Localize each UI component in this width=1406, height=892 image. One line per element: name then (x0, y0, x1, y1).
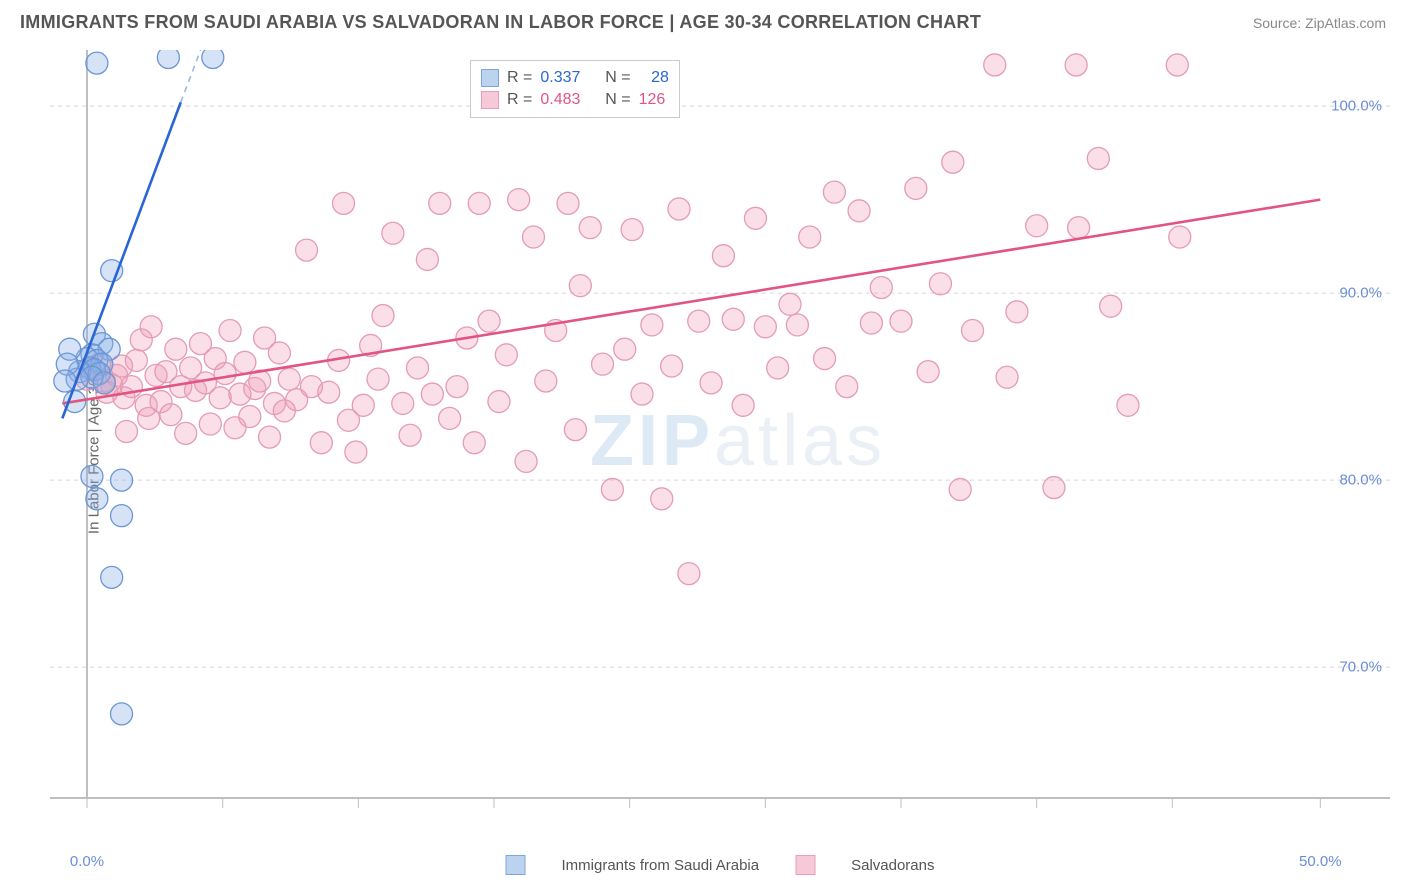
stat-r-label-2: R = (507, 89, 532, 111)
stat-n-label-2: N = (605, 89, 630, 111)
swatch-saudi (481, 69, 499, 87)
source-label: Source: ZipAtlas.com (1253, 15, 1386, 31)
chart-title: IMMIGRANTS FROM SAUDI ARABIA VS SALVADOR… (20, 12, 981, 33)
y-tick-label: 90.0% (1339, 285, 1382, 302)
legend: Immigrants from Saudi Arabia Salvadorans (506, 855, 935, 875)
stat-n-label: N = (605, 67, 630, 89)
legend-label-salv: Salvadorans (851, 857, 934, 874)
stat-r-salv: 0.483 (540, 89, 580, 111)
legend-label-saudi: Immigrants from Saudi Arabia (562, 857, 760, 874)
correlation-stats-box: R = 0.337 N = 28 R = 0.483 N = 126 (470, 60, 680, 118)
stat-n-salv: 126 (639, 89, 666, 111)
x-tick-label: 50.0% (1299, 853, 1342, 870)
stat-n-saudi: 28 (651, 67, 669, 89)
stat-row-salv: R = 0.483 N = 126 (481, 89, 669, 111)
y-tick-label: 100.0% (1331, 98, 1382, 115)
y-tick-label: 70.0% (1339, 659, 1382, 676)
stat-row-saudi: R = 0.337 N = 28 (481, 67, 669, 89)
scatter-plot (50, 50, 1390, 840)
swatch-salv (481, 91, 499, 109)
y-tick-label: 80.0% (1339, 472, 1382, 489)
x-tick-label: 0.0% (70, 853, 104, 870)
legend-swatch-salv (795, 855, 815, 875)
stat-r-saudi: 0.337 (540, 67, 580, 89)
stat-r-label: R = (507, 67, 532, 89)
legend-swatch-saudi (506, 855, 526, 875)
chart-area: In Labor Force | Age 30-34 ZIPatlas R = … (50, 50, 1390, 840)
